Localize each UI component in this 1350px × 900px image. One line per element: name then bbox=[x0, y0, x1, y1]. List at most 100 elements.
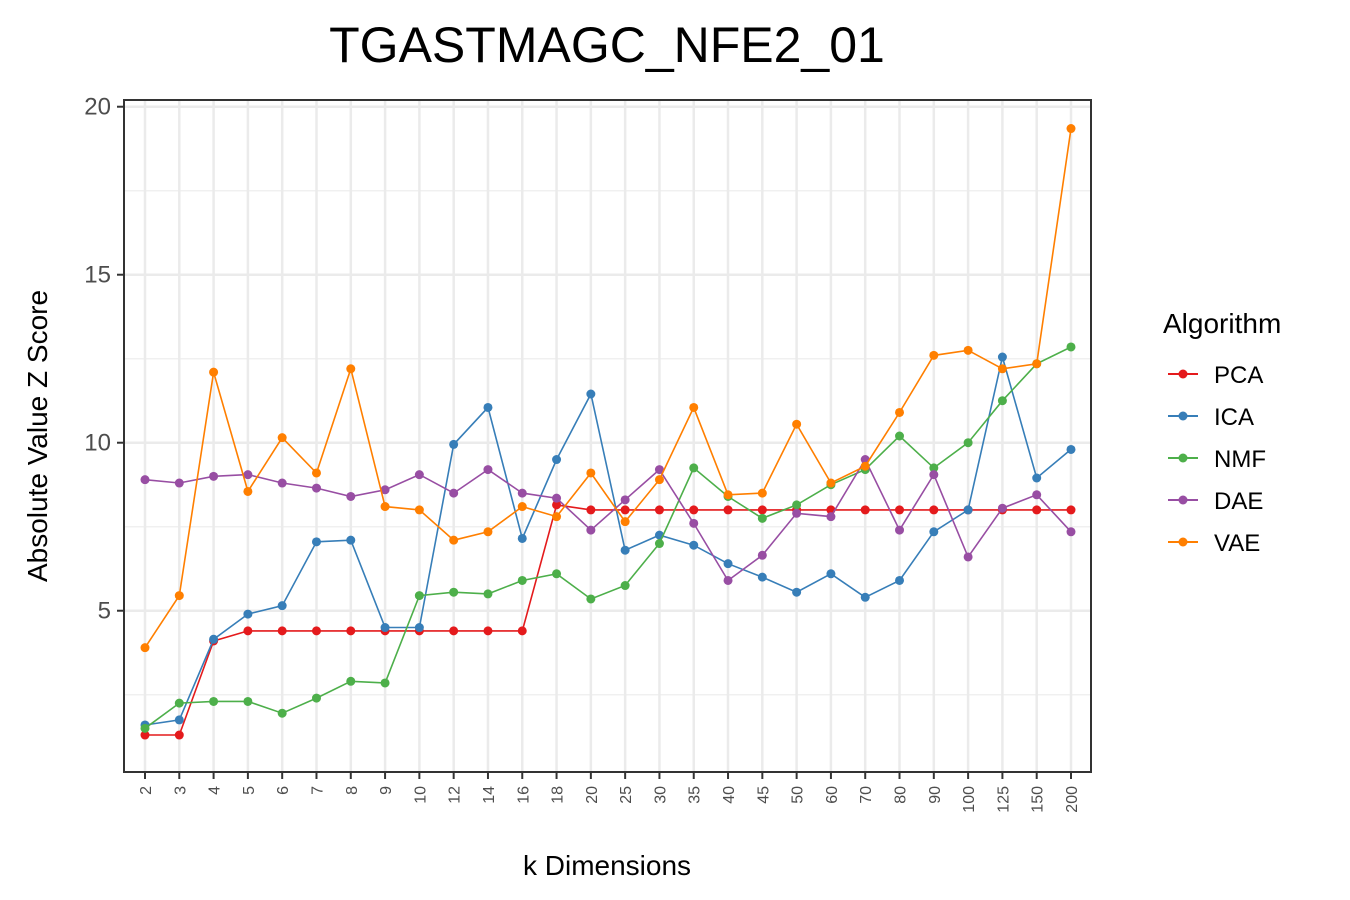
data-point-nmf bbox=[586, 594, 596, 604]
x-tick-label: 125 bbox=[995, 786, 1012, 813]
data-point-pca bbox=[620, 505, 630, 515]
data-point-pca bbox=[757, 505, 767, 515]
y-tick-label: 20 bbox=[84, 94, 111, 121]
data-point-vae bbox=[449, 535, 459, 545]
data-point-nmf bbox=[449, 587, 459, 597]
legend-item-vae: VAE bbox=[1168, 530, 1260, 557]
data-point-dae bbox=[414, 470, 424, 480]
data-point-vae bbox=[414, 505, 424, 515]
data-point-dae bbox=[517, 488, 527, 498]
data-point-vae bbox=[826, 478, 836, 488]
data-point-vae bbox=[689, 402, 699, 412]
series-line-ica bbox=[144, 356, 1072, 726]
data-point-dae bbox=[826, 512, 836, 522]
y-axis-title: Absolute Value Z Score bbox=[22, 290, 53, 582]
data-point-dae bbox=[792, 508, 802, 518]
data-point-ica bbox=[723, 559, 733, 569]
data-point-nmf bbox=[380, 678, 390, 688]
data-point-ica bbox=[895, 575, 905, 585]
data-point-dae bbox=[723, 575, 733, 585]
series-pca bbox=[140, 500, 1076, 740]
data-point-dae bbox=[929, 470, 939, 480]
data-point-pca bbox=[1032, 505, 1042, 515]
data-point-vae bbox=[483, 527, 493, 537]
data-point-dae bbox=[449, 488, 459, 498]
data-point-ica bbox=[689, 540, 699, 550]
series-line-pca bbox=[145, 504, 1071, 736]
data-point-nmf bbox=[517, 575, 527, 585]
data-point-pca bbox=[346, 626, 356, 636]
data-point-vae bbox=[620, 517, 630, 527]
x-axis: 2 3 4 5 6 7 8 9 10 12 14 16 18 20 25 30 35 40 45 50 60 70 80 90… bbox=[138, 772, 1081, 813]
data-point-dae bbox=[140, 475, 150, 485]
data-point-pca bbox=[277, 626, 287, 636]
data-point-pca bbox=[449, 626, 459, 636]
data-point-nmf bbox=[311, 693, 321, 703]
data-point-vae bbox=[792, 419, 802, 429]
data-point-pca bbox=[1066, 505, 1076, 515]
data-point-dae bbox=[380, 485, 390, 495]
data-point-ica bbox=[174, 715, 184, 725]
data-point-dae bbox=[689, 518, 699, 528]
data-point-vae bbox=[963, 345, 973, 355]
data-point-dae bbox=[997, 503, 1007, 513]
x-tick-label: 70 bbox=[858, 786, 875, 804]
x-tick-label: 100 bbox=[961, 786, 978, 813]
x-tick-label: 4 bbox=[207, 786, 224, 795]
data-point-pca bbox=[311, 626, 321, 636]
legend-item-ica: ICA bbox=[1168, 404, 1254, 431]
x-tick-label: 40 bbox=[721, 786, 738, 804]
x-tick-label: 6 bbox=[275, 786, 292, 795]
data-point-ica bbox=[620, 545, 630, 555]
data-point-ica bbox=[552, 455, 562, 465]
data-point-nmf bbox=[174, 698, 184, 708]
data-point-dae bbox=[277, 478, 287, 488]
data-point-ica bbox=[483, 402, 493, 412]
data-point-dae bbox=[963, 552, 973, 562]
data-point-dae bbox=[346, 491, 356, 501]
data-point-vae bbox=[860, 461, 870, 471]
data-point-vae bbox=[586, 468, 596, 478]
data-point-nmf bbox=[243, 696, 253, 706]
data-point-nmf bbox=[346, 676, 356, 686]
data-point-nmf bbox=[929, 463, 939, 473]
data-point-ica bbox=[929, 527, 939, 537]
data-point-pca bbox=[689, 505, 699, 515]
x-tick-label: 150 bbox=[1030, 786, 1047, 813]
y-tick-label: 15 bbox=[84, 262, 111, 289]
data-point-dae bbox=[483, 465, 493, 475]
legend-title: Algorithm bbox=[1163, 308, 1281, 339]
data-point-ica bbox=[963, 505, 973, 515]
data-point-vae bbox=[140, 643, 150, 653]
legend-key-point bbox=[1178, 411, 1188, 421]
x-tick-label: 90 bbox=[927, 786, 944, 804]
data-point-pca bbox=[140, 730, 150, 740]
y-tick-label: 10 bbox=[84, 430, 111, 457]
series-vae bbox=[140, 124, 1076, 653]
legend-key-point bbox=[1178, 537, 1188, 547]
x-tick-label: 12 bbox=[447, 786, 464, 804]
data-point-vae bbox=[209, 367, 219, 377]
x-tick-label: 3 bbox=[172, 786, 189, 795]
data-point-ica bbox=[517, 533, 527, 543]
y-axis: 5 10 15 20 bbox=[84, 94, 124, 625]
legend-label: ICA bbox=[1214, 404, 1254, 431]
data-point-dae bbox=[895, 525, 905, 535]
data-point-pca bbox=[654, 505, 664, 515]
data-point-vae bbox=[929, 350, 939, 360]
data-point-ica bbox=[346, 535, 356, 545]
data-point-pca bbox=[895, 505, 905, 515]
series-nmf bbox=[140, 342, 1076, 733]
legend-item-nmf: NMF bbox=[1168, 446, 1266, 473]
data-point-vae bbox=[757, 488, 767, 498]
data-point-vae bbox=[380, 502, 390, 512]
data-point-nmf bbox=[654, 539, 664, 549]
data-point-nmf bbox=[997, 396, 1007, 406]
legend-key-point bbox=[1178, 495, 1188, 505]
data-point-pca bbox=[552, 500, 562, 510]
x-tick-label: 20 bbox=[584, 786, 601, 804]
data-point-ica bbox=[826, 569, 836, 579]
data-point-vae bbox=[277, 433, 287, 443]
x-tick-label: 50 bbox=[790, 786, 807, 804]
